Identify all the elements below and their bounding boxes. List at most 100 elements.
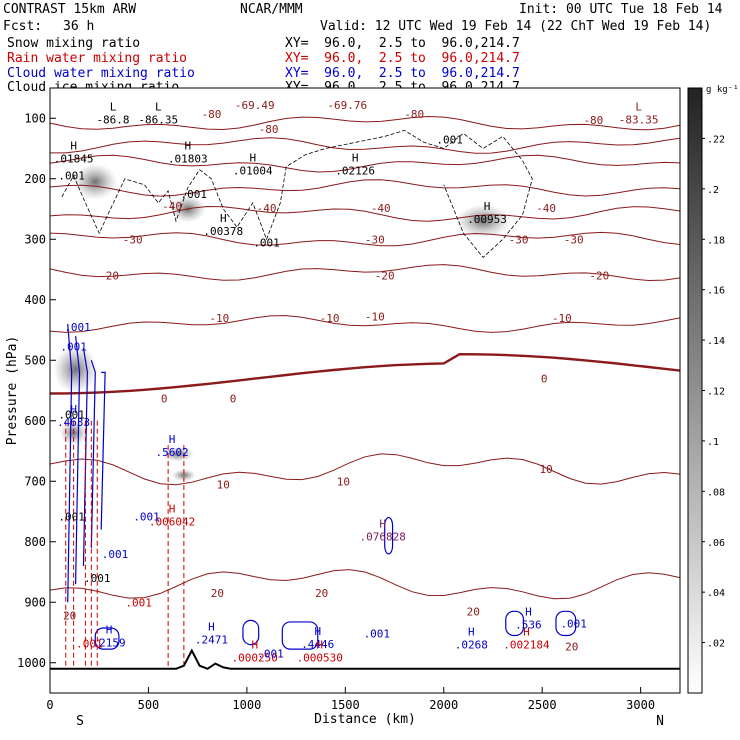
isotherm-label-23: 0 (541, 372, 548, 385)
isotherm-label-15: -20 (375, 270, 395, 283)
y-tick-label-8: 900 (24, 595, 46, 609)
isotherm-label-28: 20 (315, 587, 328, 600)
cloud-water-cell-1 (242, 619, 260, 646)
colorbar-unit: g kg⁻¹ (706, 85, 739, 95)
isotherm-label-27: 20 (211, 587, 224, 600)
y-tick-label-0: 100 (24, 111, 46, 125)
y-tick-label-1: 200 (24, 172, 46, 186)
x-tick-label-5: 2500 (528, 698, 557, 712)
contour-label-14: .001 (257, 648, 284, 661)
extrema-value-15: .4446 (301, 638, 334, 651)
extrema-value-8: .00953 (467, 213, 507, 226)
extrema-value-3: .01845 (54, 153, 94, 166)
isotherm-label-14: -20 (99, 270, 119, 283)
x-tick-label-4: 2000 (429, 698, 458, 712)
y-tick-label-6: 700 (24, 474, 46, 488)
extrema-value-17: .000250 (232, 652, 278, 665)
field-snow-name: Snow mixing ratio (7, 36, 141, 51)
extrema-kind-2: L (635, 100, 642, 113)
x-tick-label-6: 3000 (626, 698, 655, 712)
plot-frame (49, 87, 681, 694)
extrema-kind-12: H (379, 518, 386, 531)
extrema-value-6: .02126 (335, 165, 375, 178)
isotherm-label-11: -30 (365, 233, 385, 246)
x-tick-label-2: 1000 (232, 698, 261, 712)
colorbar-label-2: .18 (707, 235, 725, 246)
extrema-value-2: -83.35 (619, 113, 659, 126)
shade-blob-0 (73, 163, 118, 200)
extrema-kind-1: L (155, 100, 162, 113)
shade-blob-5 (161, 446, 194, 462)
y-axis-title: Pressure (hPa) (5, 336, 20, 446)
contour-label-7: .001 (58, 510, 85, 523)
y-tick-label-3: 400 (24, 293, 46, 307)
contour-label-3: .001 (436, 133, 463, 146)
y-tick-label-4: 500 (24, 353, 46, 367)
cloud-water-cell-0 (94, 627, 120, 650)
extrema-kind-3: H (70, 140, 77, 153)
cloud-water-cell-4 (555, 610, 577, 637)
isotherm-label-7: -40 (257, 202, 277, 215)
isotherm-label-0: -80 (202, 108, 222, 121)
colorbar-label-9: .04 (707, 588, 725, 599)
isotherm-label-26: 10 (540, 463, 553, 476)
extrema-value-11: .006042 (149, 516, 195, 529)
contour-label-4: .001 (64, 321, 91, 334)
extrema-kind-10: H (169, 433, 176, 446)
extrema-value-19: .536 (515, 618, 542, 631)
colorbar-label-0: .22 (707, 134, 725, 145)
colorbar-label-6: .1 (707, 437, 719, 448)
isotherm-label-3: -80 (583, 114, 603, 127)
extrema-value-9: .4633 (57, 416, 90, 429)
colorbar-label-3: .16 (707, 286, 725, 297)
extrema-kind-7: H (220, 212, 227, 225)
isotherm--30 (49, 231, 681, 247)
colorbar-label-1: .2 (707, 185, 719, 196)
isotherm-label-1: -80 (259, 123, 279, 136)
contour-label-1: .001 (180, 188, 207, 201)
cloud-water-column-4 (100, 371, 106, 530)
isotherm--70 (50, 137, 681, 154)
terrain-line (50, 648, 680, 670)
isotherm-label-13: -30 (564, 233, 584, 246)
x-end-label-right: N (656, 714, 664, 729)
field-rain-name: Rain water mixing ratio (7, 51, 188, 66)
isotherm-label-31: 20 (63, 610, 76, 623)
shade-blob-2 (455, 204, 512, 238)
colorbar-label-10: .02 (707, 639, 725, 650)
isotherm-label-4: -69.49 (235, 99, 275, 112)
extrema-kind-4: H (185, 140, 192, 153)
cloud-water-cell-5 (384, 516, 394, 555)
field-snow-xy: XY= 96.0, 2.5 to 96.0,214.7 (285, 36, 520, 51)
contour-label-11: .001 (125, 596, 152, 609)
field-rain-xy: XY= 96.0, 2.5 to 96.0,214.7 (285, 51, 520, 66)
model-title: CONTRAST 15km ARW (3, 2, 137, 17)
x-tick-label-0: 0 (46, 698, 53, 712)
isotherm-label-6: -40 (162, 200, 182, 213)
isotherm-10 (49, 453, 681, 486)
isotherm-label-19: -10 (365, 311, 385, 324)
isotherm-20 (49, 569, 681, 600)
isotherm-label-18: -10 (320, 312, 340, 325)
x-tick-label-3: 1500 (331, 698, 360, 712)
forecast-value: 36 h (63, 19, 95, 34)
isotherm-label-8: -40 (371, 202, 391, 215)
extrema-value-0: -86.8 (96, 113, 129, 126)
colorbar-label-4: .14 (707, 336, 725, 347)
extrema-kind-0: L (110, 100, 117, 113)
isotherm-label-17: -10 (209, 312, 229, 325)
cloud-water-column-2 (82, 348, 89, 566)
shade-blob-6 (171, 469, 196, 482)
isotherm-label-20: -10 (552, 312, 572, 325)
isotherm-label-25: 10 (337, 475, 350, 488)
y-tick-label-7: 800 (24, 535, 46, 549)
extrema-value-4: .01803 (168, 153, 208, 166)
cloud-water-column-1 (74, 335, 81, 585)
extrema-value-20: .002184 (503, 638, 550, 651)
extrema-kind-19: H (525, 605, 532, 618)
extrema-kind-15: H (314, 625, 321, 638)
x-axis-title: Distance (km) (314, 712, 416, 727)
extrema-value-7: .00378 (203, 225, 243, 238)
isotherm--50 (49, 179, 681, 197)
contour-label-9: .001 (102, 548, 129, 561)
